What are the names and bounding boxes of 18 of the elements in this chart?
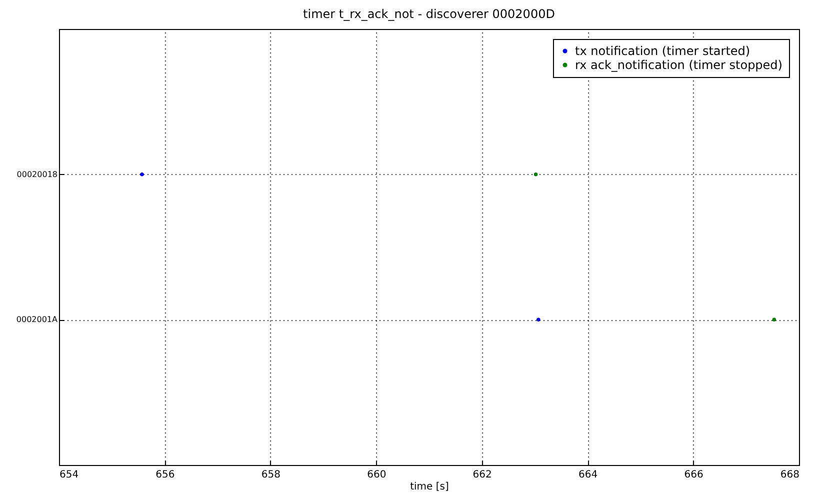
x-tick-label: 660 <box>367 470 386 480</box>
x-tick-label: 664 <box>578 470 598 480</box>
x-tick-label: 662 <box>472 470 492 480</box>
x-tick-label: 654 <box>60 470 79 480</box>
x-tick-label: 666 <box>684 470 704 480</box>
y-tick-label: 0002001A <box>16 315 58 324</box>
x-tick-label: 658 <box>261 470 280 480</box>
point <box>536 318 540 322</box>
point <box>140 172 144 176</box>
legend-label: tx notification (timer started) <box>575 44 750 58</box>
point <box>772 318 776 322</box>
x-tick-label: 656 <box>156 470 175 480</box>
legend-label: rx ack_notification (timer stopped) <box>575 58 782 72</box>
point <box>534 172 538 176</box>
y-tick-label: 00020018 <box>16 170 58 179</box>
chart-title: timer t_rx_ack_not - discoverer 0002000D <box>303 7 555 21</box>
x-axis-title: time [s] <box>410 482 449 492</box>
x-tick-label: 668 <box>780 470 800 480</box>
